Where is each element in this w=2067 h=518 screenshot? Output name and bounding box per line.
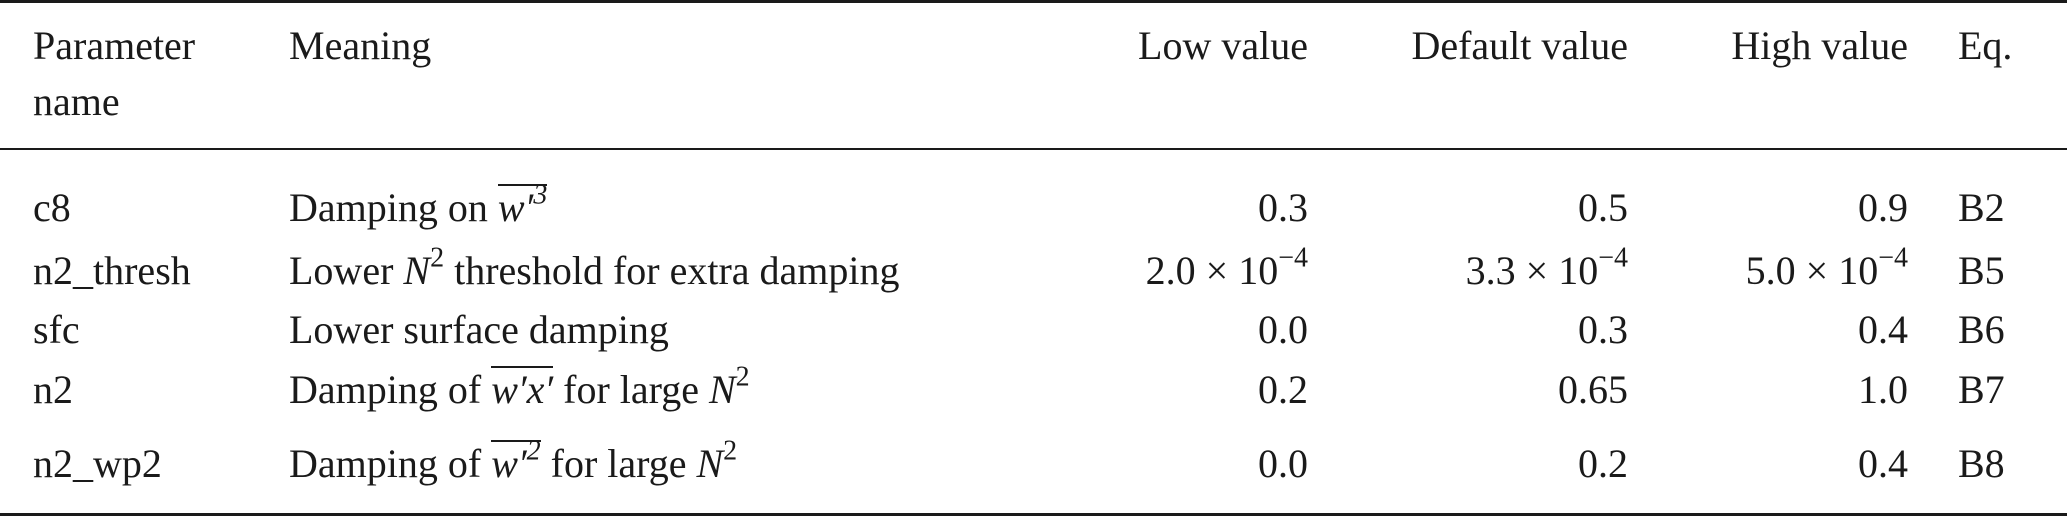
table-row-name: n2_wp2	[33, 441, 162, 486]
table-row-eq: B8	[1958, 441, 2005, 486]
table-row-name: n2	[33, 367, 73, 412]
header-name-line1: Parameter	[33, 23, 196, 68]
table-row-name: sfc	[33, 307, 80, 352]
table-row-low: 0.3	[1258, 185, 1308, 230]
table-row-high: 0.4	[1858, 307, 1908, 352]
table-row-low: 2.0 × 10−4	[1145, 242, 1308, 293]
table-row-name: c8	[33, 185, 71, 230]
table-row-meaning: Lower surface damping	[289, 307, 669, 352]
table-row-default: 0.3	[1578, 307, 1628, 352]
header-high-value: High value	[1731, 23, 1908, 68]
header-low-value: Low value	[1138, 23, 1308, 68]
table-row-low: 0.0	[1258, 307, 1308, 352]
table-row-default: 0.65	[1558, 367, 1628, 412]
table-row-eq: B5	[1958, 248, 2005, 293]
top-rule	[0, 0, 2067, 3]
table-row-high: 1.0	[1858, 367, 1908, 412]
header-eq: Eq.	[1958, 23, 2013, 68]
table-row-high: 0.9	[1858, 185, 1908, 230]
table-row-eq: B2	[1958, 185, 2005, 230]
table-row-eq: B6	[1958, 307, 2005, 352]
table-row-high: 0.4	[1858, 441, 1908, 486]
bottom-rule	[0, 513, 2067, 516]
table-row-default: 3.3 × 10−4	[1465, 242, 1628, 293]
table-row-low: 0.0	[1258, 441, 1308, 486]
table-row-name: n2_thresh	[33, 248, 191, 293]
header-meaning: Meaning	[289, 23, 432, 68]
table-row-high: 5.0 × 10−4	[1745, 242, 1908, 293]
table-row-meaning: Damping of w′x′ for large N2	[289, 361, 750, 412]
table-row-default: 0.5	[1578, 185, 1628, 230]
header-default-value: Default value	[1411, 23, 1628, 68]
table-row-low: 0.2	[1258, 367, 1308, 412]
table-row-eq: B7	[1958, 367, 2005, 412]
table-row-meaning: Lower N2 threshold for extra damping	[289, 242, 900, 293]
table-row-meaning: Damping of w′2 for large N2	[289, 435, 738, 486]
table-row-default: 0.2	[1578, 441, 1628, 486]
header-parameter-name: Parameter name	[33, 18, 195, 130]
header-rule	[0, 148, 2067, 150]
table-row-meaning: Damping on w′3	[289, 179, 548, 230]
header-name-line2: name	[33, 79, 120, 124]
